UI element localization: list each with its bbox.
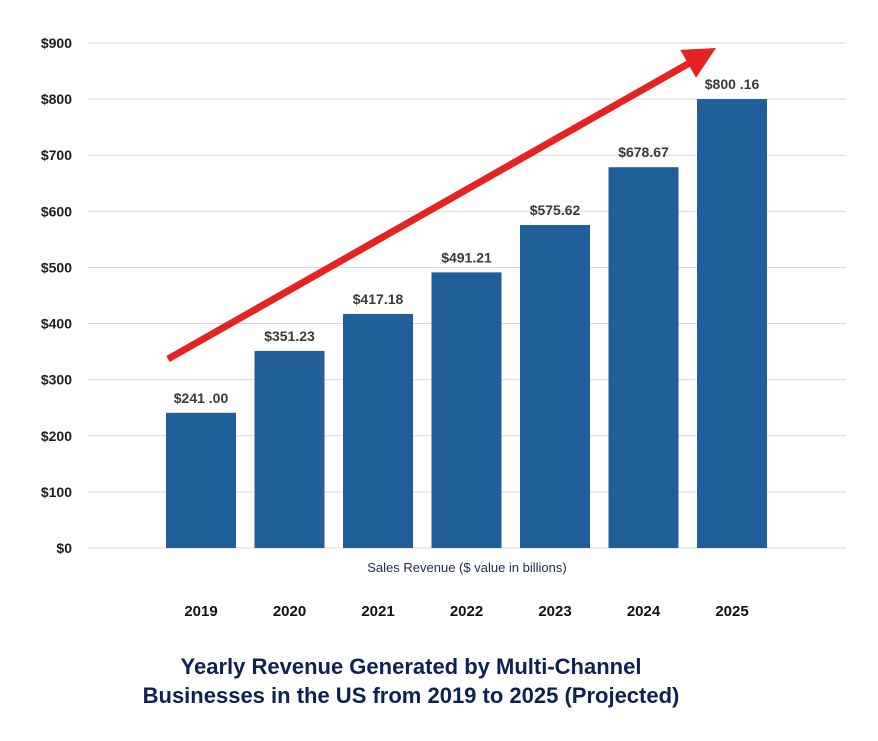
y-tick-label: $300	[41, 372, 72, 388]
y-tick-label: $200	[41, 428, 72, 444]
data-label: $800 .16	[705, 76, 760, 92]
data-label: $241 .00	[174, 390, 229, 406]
y-axis-ticks: $0 $100 $200 $300 $400 $500 $600 $700 $800 $900	[41, 35, 72, 556]
y-tick-label: $500	[41, 259, 72, 275]
bar-2021	[343, 313, 413, 548]
trend-arrow	[166, 48, 716, 363]
x-tick-label: 2024	[627, 603, 661, 620]
data-label: $575.62	[530, 202, 581, 218]
y-tick-label: $700	[41, 147, 72, 163]
bar-2020	[254, 350, 325, 548]
data-label: $678.67	[618, 144, 669, 160]
y-tick-label: $600	[41, 203, 72, 219]
x-tick-label: 2020	[273, 603, 306, 620]
data-labels: $241 .00 $351.23 $417.18 $491.21 $575.62 $678…	[174, 76, 760, 406]
x-tick-label: 2023	[538, 603, 571, 620]
y-tick-label: $900	[41, 35, 72, 51]
bar-2022	[431, 272, 502, 548]
bar-2023	[520, 225, 590, 548]
x-axis-label: Sales Revenue ($ value in billions)	[367, 560, 566, 575]
x-tick-label: 2022	[450, 603, 483, 620]
x-tick-label: 2019	[184, 603, 217, 620]
bar-2019	[166, 412, 236, 548]
chart-title-line-2: Businesses in the US from 2019 to 2025 (…	[142, 683, 680, 708]
bar-2025	[697, 99, 767, 548]
x-tick-label: 2025	[715, 603, 748, 620]
trend-arrow-head	[680, 48, 716, 78]
bar-2024	[608, 167, 679, 548]
bar-chart: $0 $100 $200 $300 $400 $500 $600 $700 $800 $900 $…	[41, 35, 846, 620]
chart-title: Yearly Revenue Generated by Multi-Channe…	[0, 652, 822, 710]
data-label: $351.23	[264, 328, 315, 344]
y-tick-label: $0	[56, 540, 72, 556]
y-tick-label: $100	[41, 484, 72, 500]
data-label: $491.21	[441, 249, 492, 265]
x-axis-ticks: 2019 2020 2021 2022 2023 2024 2025	[184, 603, 748, 620]
y-tick-label: $400	[41, 316, 72, 332]
y-tick-label: $800	[41, 91, 72, 107]
trend-arrow-shaft	[166, 59, 692, 363]
data-label: $417.18	[353, 291, 404, 307]
bars	[166, 99, 767, 548]
x-tick-label: 2021	[361, 603, 394, 620]
chart-title-line-1: Yearly Revenue Generated by Multi-Channe…	[180, 654, 642, 679]
